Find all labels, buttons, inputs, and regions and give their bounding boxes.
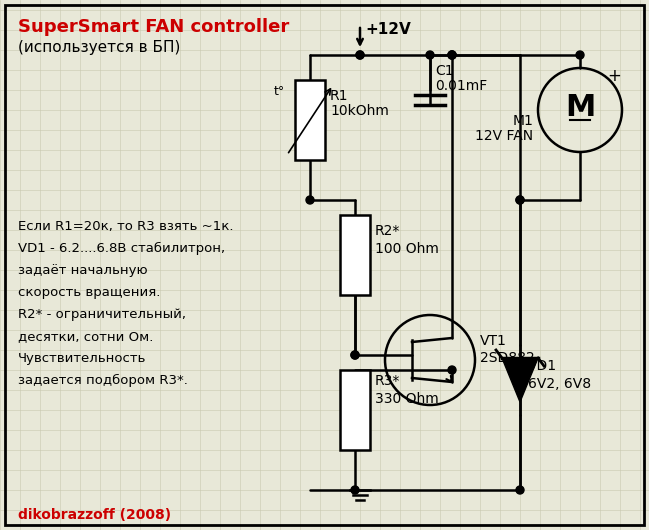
Circle shape [306,196,314,204]
Text: R3*: R3* [375,374,400,388]
Bar [340,215,370,295]
Text: C1: C1 [435,64,454,78]
Text: 10kOhm: 10kOhm [330,104,389,118]
Circle shape [448,51,456,59]
Text: VD1 - 6.2....6.8В стабилитрон,: VD1 - 6.2....6.8В стабилитрон, [18,242,225,255]
Text: M1: M1 [512,114,533,128]
Text: скорость вращения.: скорость вращения. [18,286,160,299]
Text: +: + [607,67,621,85]
Circle shape [516,196,524,204]
Text: десятки, сотни Ом.: десятки, сотни Ом. [18,330,153,343]
Text: 100 Ohm: 100 Ohm [375,242,439,256]
Text: задается подбором R3*.: задается подбором R3*. [18,374,188,387]
Circle shape [356,51,364,59]
Text: (используется в БП): (используется в БП) [18,40,180,55]
Text: Чувствительность: Чувствительность [18,352,147,365]
Text: задаёт начальную: задаёт начальную [18,264,147,277]
Text: VT1: VT1 [480,334,507,348]
Circle shape [516,486,524,494]
Text: t°: t° [274,85,285,98]
Circle shape [576,51,584,59]
Circle shape [448,51,456,59]
Circle shape [351,351,359,359]
Circle shape [448,366,456,374]
Circle shape [356,51,364,59]
Text: VD1: VD1 [528,359,557,373]
Text: Если R1=20к, то R3 взять ~1к.: Если R1=20к, то R3 взять ~1к. [18,220,234,233]
Bar [295,80,325,160]
Circle shape [426,51,434,59]
Circle shape [516,196,524,204]
Text: M: M [565,93,595,121]
Text: 2SD882: 2SD882 [480,351,535,365]
Text: R1: R1 [330,89,349,103]
Text: R2*: R2* [375,224,400,238]
Text: 12V FAN: 12V FAN [475,129,533,143]
Text: 6V2, 6V8: 6V2, 6V8 [528,377,591,391]
Text: +12V: +12V [365,22,411,38]
Circle shape [351,351,359,359]
Circle shape [351,486,359,494]
Text: 330 Ohm: 330 Ohm [375,392,439,406]
Text: R2* - ограничительный,: R2* - ограничительный, [18,308,186,321]
Circle shape [448,51,456,59]
Polygon shape [502,358,538,402]
Text: dikobrazzoff (2008): dikobrazzoff (2008) [18,508,171,522]
Text: 0.01mF: 0.01mF [435,79,487,93]
Text: SuperSmart FAN controller: SuperSmart FAN controller [18,18,289,36]
Bar [340,370,370,450]
